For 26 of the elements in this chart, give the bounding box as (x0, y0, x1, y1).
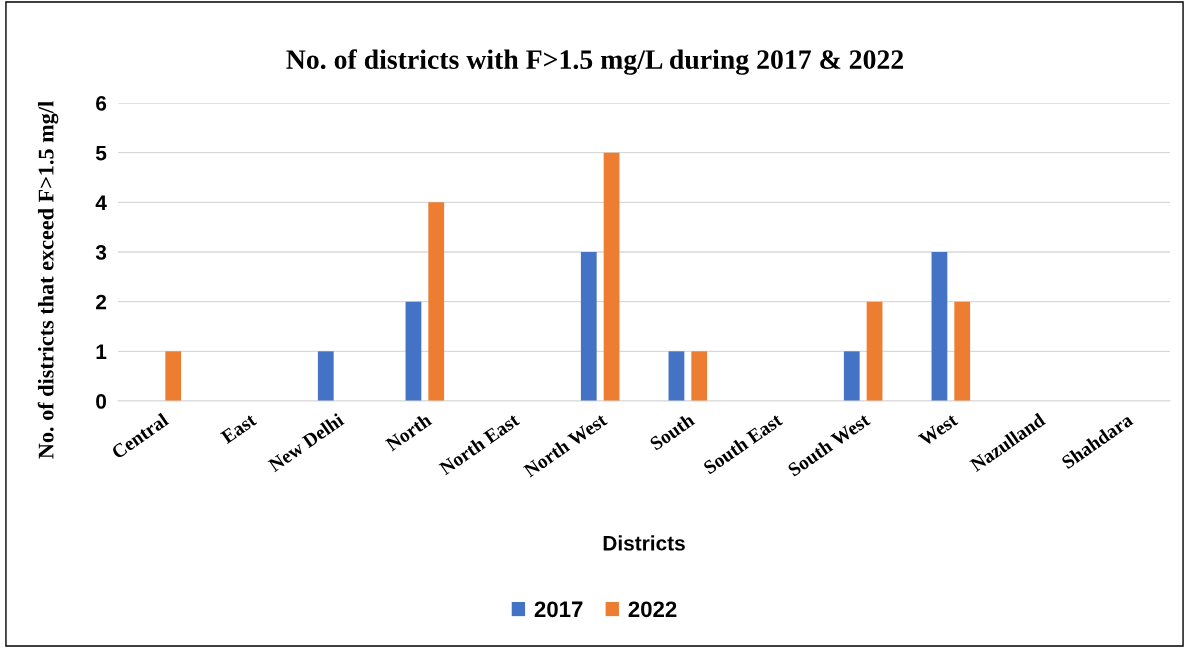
y-tick-label: 6 (96, 96, 107, 111)
bar (668, 351, 685, 401)
legend-label: 2017 (534, 601, 583, 618)
x-axis-title: Districts (603, 535, 685, 551)
bar (603, 152, 620, 401)
bar (580, 252, 597, 401)
bar (428, 202, 445, 401)
y-tick-label: 4 (95, 195, 107, 210)
bar (866, 301, 883, 401)
y-tick-label: 5 (95, 145, 107, 161)
bar (954, 301, 971, 401)
bar (165, 351, 182, 401)
legend-label: 2022 (628, 601, 677, 618)
y-axis-title: No. of districts that exceed F>1.5 mg/l (37, 101, 59, 459)
chart-title: No. of districts with F>1.5 mg/L during 2017 & 2022 (286, 49, 904, 75)
y-tick-label: 3 (95, 245, 107, 260)
bar (317, 351, 334, 401)
x-tick-label: West (917, 412, 959, 447)
y-tick-label: 1 (96, 344, 107, 359)
bar (931, 252, 948, 401)
x-tick-label: East (220, 412, 258, 445)
y-tick-label: 0 (96, 394, 107, 409)
y-tick-label: 2 (96, 294, 107, 310)
bar (691, 351, 708, 401)
bar (843, 351, 860, 401)
bar (405, 301, 422, 401)
